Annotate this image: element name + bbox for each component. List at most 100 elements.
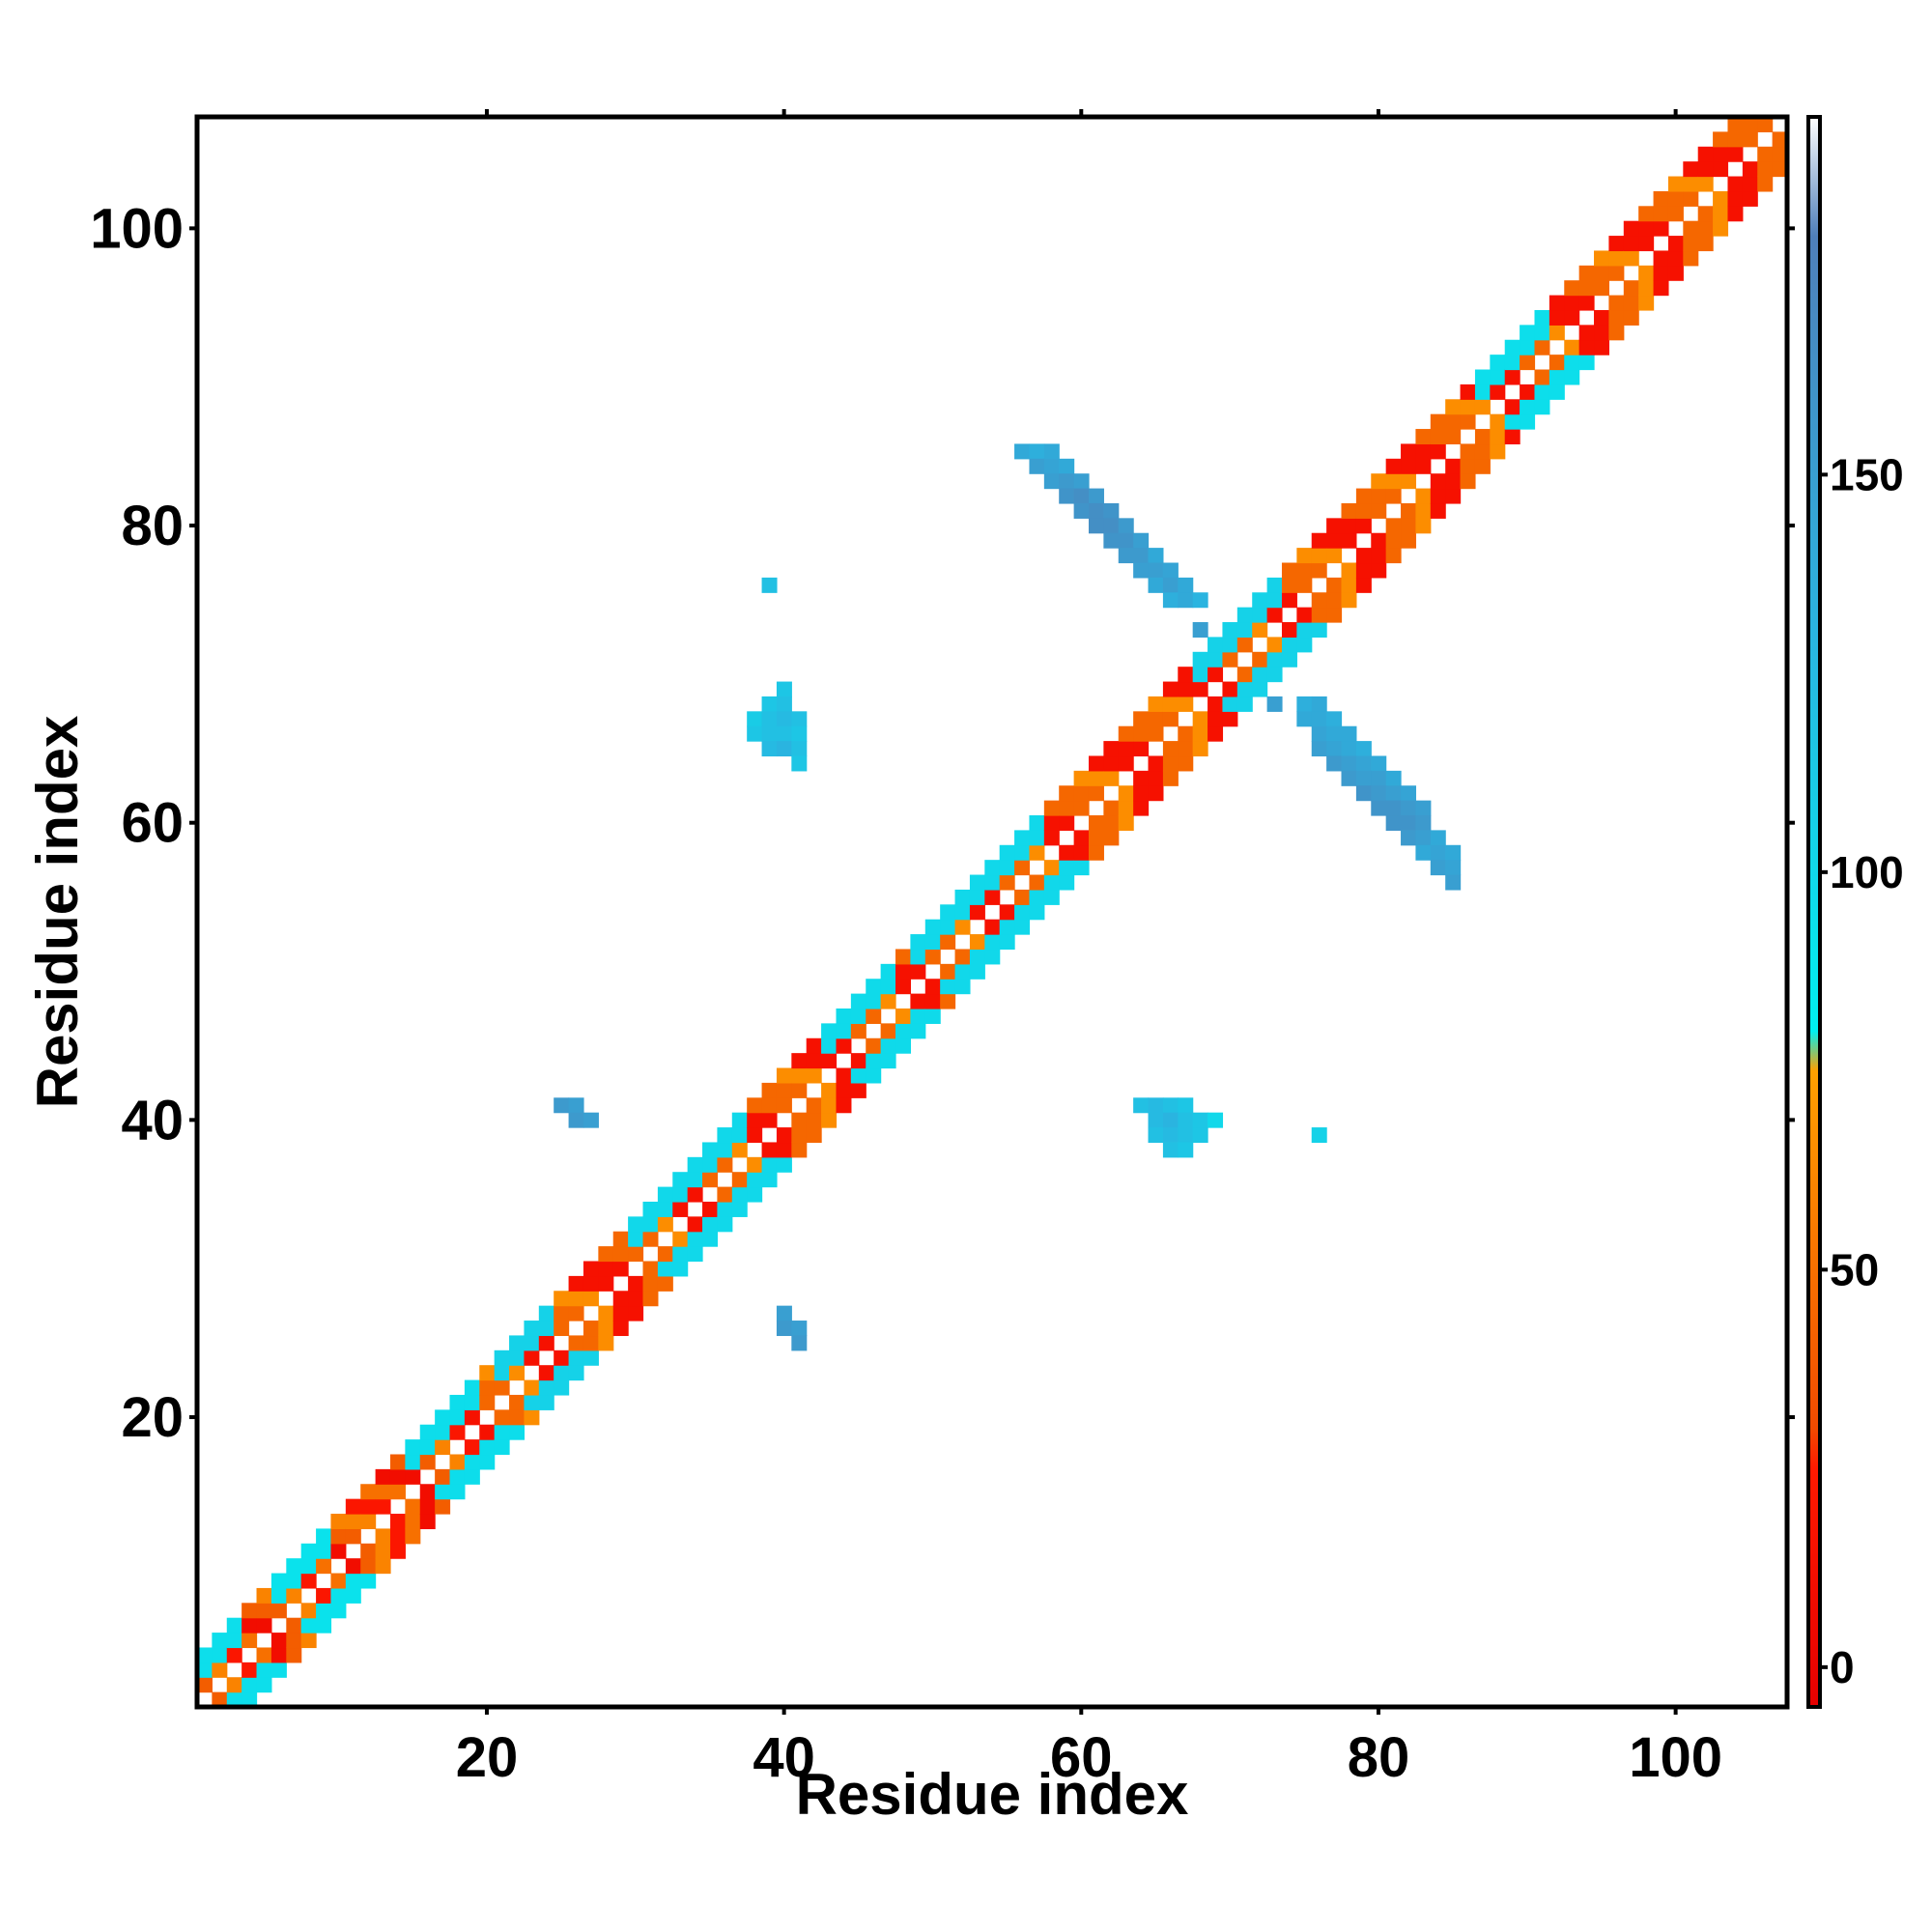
heatmap-cell	[999, 860, 1015, 876]
heatmap-cell	[1178, 667, 1194, 683]
heatmap-cell	[1311, 607, 1327, 623]
heatmap-cell	[1162, 711, 1179, 727]
heatmap-cell	[509, 1424, 526, 1440]
heatmap-cell	[524, 1350, 540, 1366]
heatmap-cell	[791, 1321, 808, 1337]
heatmap-cell	[212, 1662, 228, 1678]
heatmap-cell	[1355, 785, 1372, 802]
heatmap-cell	[1029, 443, 1045, 460]
heatmap-cell	[821, 1082, 838, 1098]
heatmap-cell	[1415, 844, 1432, 861]
heatmap-cells	[197, 117, 1788, 1708]
heatmap-cell	[226, 1633, 242, 1649]
heatmap-cell	[1385, 473, 1402, 490]
heatmap-cell	[1415, 830, 1432, 846]
heatmap-cell	[538, 1335, 554, 1351]
heatmap-cell	[1460, 443, 1476, 460]
heatmap-cell	[1772, 131, 1788, 148]
heatmap-cell	[1266, 592, 1283, 609]
colorbar-tick-label: 100	[1830, 847, 1904, 897]
heatmap-cell	[360, 1558, 377, 1575]
colorbar-tick-label: 150	[1830, 449, 1904, 499]
heatmap-cell	[554, 1305, 570, 1321]
heatmap-cell	[286, 1573, 302, 1589]
heatmap-cell	[1623, 280, 1639, 297]
heatmap-cell	[524, 1379, 540, 1396]
heatmap-cell	[449, 1468, 466, 1485]
heatmap-cell	[717, 1156, 733, 1173]
heatmap-cell	[464, 1468, 480, 1485]
heatmap-cell	[1043, 830, 1060, 846]
heatmap-cell	[435, 1439, 451, 1456]
heatmap-cell	[1133, 711, 1150, 727]
heatmap-cell	[330, 1587, 347, 1604]
heatmap-cell	[1236, 696, 1253, 712]
heatmap-cell	[1162, 592, 1179, 609]
heatmap-cell	[1638, 295, 1655, 311]
heatmap-cell	[1252, 681, 1268, 697]
heatmap-cell	[242, 1603, 258, 1619]
heatmap-cell	[1371, 800, 1387, 816]
heatmap-cell	[1014, 889, 1031, 905]
heatmap-cell	[538, 1305, 554, 1321]
heatmap-cell	[1594, 309, 1609, 326]
heatmap-cell	[672, 1201, 689, 1217]
heatmap-cell	[1713, 146, 1729, 162]
heatmap-cell	[1623, 220, 1639, 237]
heatmap-cell	[1103, 518, 1120, 534]
heatmap-cell	[1504, 399, 1520, 415]
heatmap-cell	[1192, 681, 1208, 697]
heatmap-cell	[1667, 206, 1684, 222]
heatmap-cell	[1118, 800, 1134, 816]
heatmap-cell	[866, 993, 882, 1009]
heatmap-cell	[1445, 413, 1462, 430]
heatmap-cell	[1727, 190, 1744, 207]
heatmap-cell	[1401, 458, 1417, 474]
heatmap-cell	[1118, 755, 1134, 772]
heatmap-cell	[1401, 532, 1417, 549]
heatmap-cell	[300, 1543, 317, 1559]
heatmap-cell	[345, 1558, 361, 1575]
heatmap-cell	[791, 1067, 808, 1084]
heatmap-cell	[1742, 176, 1758, 192]
heatmap-cell	[212, 1633, 228, 1649]
heatmap-cell	[1266, 607, 1283, 623]
heatmap-cell	[1148, 755, 1164, 772]
heatmap-cell	[1385, 548, 1402, 564]
heatmap-cell	[345, 1587, 361, 1604]
heatmap-cell	[1208, 1112, 1224, 1128]
heatmap-cell	[866, 1067, 882, 1084]
heatmap-cell	[687, 1246, 703, 1263]
heatmap-cell	[1534, 384, 1550, 400]
heatmap-cell	[1371, 562, 1387, 579]
heatmap-cell	[226, 1677, 242, 1693]
heatmap-cell	[1073, 860, 1090, 876]
heatmap-cell	[984, 889, 1001, 905]
heatmap-cell	[1608, 295, 1625, 311]
heatmap-cell	[598, 1335, 614, 1351]
heatmap-cell	[1059, 874, 1075, 891]
heatmap-cell	[1266, 637, 1283, 653]
heatmap-cell	[1341, 502, 1357, 519]
heatmap-cell	[1385, 785, 1402, 802]
heatmap-cell	[984, 934, 1001, 951]
heatmap-cell	[405, 1528, 421, 1545]
heatmap-cell	[1385, 458, 1402, 474]
heatmap-cell	[582, 1291, 599, 1307]
heatmap-cell	[731, 1172, 748, 1188]
heatmap-cell	[1148, 1097, 1164, 1114]
heatmap-cell	[1697, 220, 1714, 237]
heatmap-cell	[717, 1201, 733, 1217]
heatmap-cell	[761, 696, 778, 712]
heatmap-cell	[598, 1305, 614, 1321]
heatmap-cell	[924, 934, 941, 951]
heatmap-cell	[1713, 131, 1729, 148]
heatmap-cell	[419, 1514, 436, 1529]
heatmap-cell	[494, 1424, 510, 1440]
heatmap-cell	[1296, 607, 1313, 623]
heatmap-cell	[1445, 844, 1462, 861]
heatmap-cell	[1564, 355, 1580, 371]
heatmap-cell	[1341, 577, 1357, 593]
heatmap-cell	[1385, 800, 1402, 816]
heatmap-cell	[1162, 1127, 1179, 1144]
